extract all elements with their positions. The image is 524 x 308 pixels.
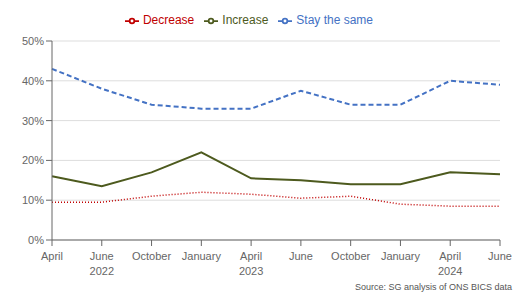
svg-text:June: June — [289, 250, 313, 262]
html-text:Decrease: Decrease — [142, 13, 195, 27]
svg-text:0%: 0% — [28, 234, 44, 246]
svg-text:2022: 2022 — [90, 265, 114, 277]
svg-text:January: January — [182, 250, 222, 262]
svg-text:January: January — [381, 250, 421, 262]
svg-text:10%: 10% — [22, 194, 44, 206]
svg-text:40%: 40% — [22, 75, 44, 87]
svg-text:30%: 30% — [22, 115, 44, 127]
svg-text:April: April — [240, 250, 262, 262]
svg-text:50%: 50% — [22, 35, 44, 47]
svg-text:April: April — [439, 250, 461, 262]
svg-text:June: June — [488, 250, 512, 262]
svg-text:20%: 20% — [22, 154, 44, 166]
svg-text:October: October — [331, 250, 370, 262]
html-text:Source: SG analysis of ONS BIC: Source: SG analysis of ONS BICS data — [354, 282, 512, 292]
html-text:Stay the same: Stay the same — [296, 13, 373, 27]
svg-text:2023: 2023 — [239, 265, 263, 277]
svg-text:April: April — [41, 250, 63, 262]
svg-text:October: October — [132, 250, 171, 262]
svg-text:June: June — [90, 250, 114, 262]
html-text:Increase: Increase — [222, 13, 269, 27]
svg-text:2024: 2024 — [438, 265, 462, 277]
